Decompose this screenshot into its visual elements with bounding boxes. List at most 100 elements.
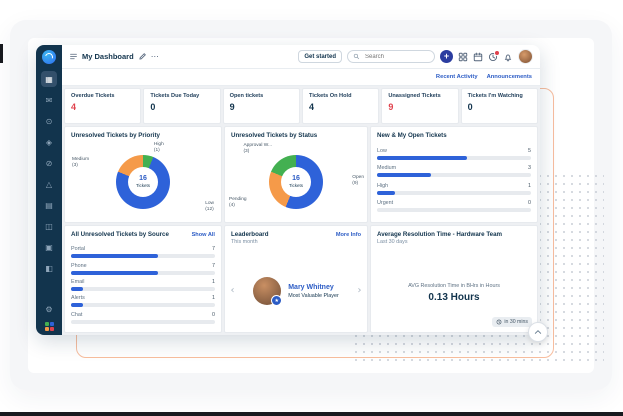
bar-row-low: Low 5: [377, 148, 531, 160]
notification-badge: [493, 49, 500, 56]
get-started-button[interactable]: Get started: [298, 50, 342, 63]
toolbar-right: Get started +: [298, 49, 533, 64]
stat-cards-row: Overdue Tickets 4 Tickets Due Today 0 Open t…: [64, 88, 538, 124]
stat-value: 4: [71, 102, 77, 112]
user-avatar[interactable]: [518, 49, 533, 64]
edit-pencil-icon[interactable]: [138, 52, 147, 61]
donut-center: 16 Tickets: [281, 166, 311, 197]
winner-title: Most Valuable Player: [288, 292, 339, 299]
source-bar-chart: Portal 7 Phone 7 Email 1 Alerts 1 Chat 0: [65, 240, 221, 332]
metric-value: 0.13 Hours: [428, 292, 480, 303]
bar-track: [377, 173, 531, 178]
bar-row-urgent: Urgent 0: [377, 200, 531, 213]
leaderboard-winner: Mary Whitney Most Valuable Player: [237, 277, 355, 306]
panel-title: All Unresolved Tickets by Source: [71, 231, 169, 238]
bar-track: [71, 286, 215, 291]
bar-track: [71, 303, 215, 308]
sidebar-item-assets-icon[interactable]: ▤: [45, 200, 53, 210]
donut-center: 16 Tickets: [128, 166, 158, 197]
add-icon[interactable]: +: [440, 50, 453, 63]
resolution-metric: AVG Resolution Time in BHrs in Hours 0.1…: [371, 254, 537, 332]
sidebar-item-solutions-icon[interactable]: ▣: [45, 242, 53, 252]
resolution-period: Last 30 days: [377, 239, 408, 245]
bar-track: [377, 190, 531, 195]
bar-category: Low: [377, 147, 387, 154]
dashboard-list-icon: [69, 52, 78, 61]
bar-value: 7: [212, 262, 215, 269]
chevron-left-icon[interactable]: ‹: [230, 285, 235, 296]
bar-value: 0: [212, 311, 215, 318]
stat-value: 0: [467, 102, 473, 112]
more-menu-icon[interactable]: ⋯: [150, 51, 159, 61]
search-input[interactable]: [363, 52, 429, 61]
stat-label: Unassigned Tickets: [388, 93, 441, 99]
panel-title: Leaderboard: [231, 231, 269, 238]
bar-track: [71, 270, 215, 275]
screen-edge-artifact: [0, 44, 3, 63]
sidebar-nav: ▦ ✉ ⊙ ◈ ⊘ △ ▤ ◫ ▣ ◧: [41, 71, 57, 301]
sidebar-item-reports-icon[interactable]: ◧: [45, 263, 53, 273]
app-switcher-icon[interactable]: [458, 52, 468, 62]
stat-value: 9: [229, 102, 235, 112]
recent-activity-icon[interactable]: [488, 49, 500, 62]
title-bar: My Dashboard ⋯ Get started +: [62, 45, 540, 69]
donut-center-label: Tickets: [135, 183, 151, 188]
stat-card-tickets-i-m-watching[interactable]: Tickets I'm Watching 0: [460, 88, 538, 124]
notifications-icon[interactable]: [503, 52, 513, 62]
search-box[interactable]: [347, 50, 435, 63]
sidebar-item-tickets-icon[interactable]: ✉: [45, 95, 53, 105]
bar-row-phone: Phone 7: [71, 263, 215, 275]
bar-category: Alerts: [71, 295, 85, 302]
chevron-right-icon[interactable]: ›: [357, 285, 362, 296]
donut-label-medium: Medium (3): [72, 157, 90, 169]
clock-icon: [496, 319, 502, 325]
recent-activity-link[interactable]: Recent Activity: [435, 74, 478, 80]
donut-label-high: High (1): [153, 142, 164, 154]
sidebar-item-onboarding-icon[interactable]: ⊙: [45, 116, 53, 126]
bar-value: 5: [528, 147, 531, 154]
donut-center-label: Tickets: [288, 183, 304, 188]
stat-card-tickets-due-today[interactable]: Tickets Due Today 0: [143, 88, 221, 124]
sidebar-item-software-icon[interactable]: ◫: [45, 221, 53, 231]
bar-category: High: [377, 182, 389, 189]
stat-value: 9: [388, 102, 394, 112]
bar-value: 3: [528, 165, 531, 172]
settings-icon[interactable]: ⚙: [45, 304, 53, 314]
metric-label: AVG Resolution Time in BHrs in Hours: [408, 283, 500, 289]
calendar-icon[interactable]: [473, 52, 483, 62]
winner-avatar: [253, 277, 283, 306]
bar-category: Portal: [71, 246, 86, 253]
panel-title: Unresolved Tickets by Status: [231, 132, 318, 139]
winner-name[interactable]: Mary Whitney: [288, 283, 334, 291]
chevron-up-icon: [534, 330, 542, 334]
bar-category: Phone: [71, 262, 87, 269]
app-grid-icon[interactable]: [44, 322, 54, 331]
bar-category: Chat: [71, 311, 83, 318]
bar-value: 7: [212, 246, 215, 253]
sidebar-item-alerts-icon[interactable]: △: [45, 179, 53, 189]
sidebar-item-dashboard-icon[interactable]: ▦: [41, 71, 57, 87]
more-info-link[interactable]: More Info: [335, 232, 361, 238]
panel-tickets-by-status: Unresolved Tickets by Status 16 Tickets Op…: [224, 126, 368, 223]
dashboard-content: Overdue Tickets 4 Tickets Due Today 0 Open t…: [62, 86, 540, 335]
bar-value: 0: [528, 200, 531, 207]
quick-links-bar: Recent Activity Announcements: [62, 69, 540, 86]
app-logo-icon[interactable]: [42, 50, 56, 64]
stat-value: 0: [150, 102, 156, 112]
scroll-to-top-button[interactable]: [528, 322, 548, 342]
stat-card-unassigned-tickets[interactable]: Unassigned Tickets 9: [381, 88, 459, 124]
stat-label: Tickets On Hold: [309, 93, 352, 99]
stat-card-open-tickets[interactable]: Open tickets 9: [222, 88, 300, 124]
stat-card-overdue-tickets[interactable]: Overdue Tickets 4: [64, 88, 142, 124]
sidebar-item-explore-icon[interactable]: ⊘: [45, 158, 53, 168]
bar-value: 1: [528, 182, 531, 189]
bar-category: Medium: [377, 165, 397, 172]
sidebar-item-security-icon[interactable]: ◈: [45, 137, 53, 147]
bar-track: [71, 319, 215, 324]
announcements-link[interactable]: Announcements: [486, 74, 532, 80]
bar-row-portal: Portal 7: [71, 246, 215, 259]
donut-label-low: Low (12): [205, 200, 214, 212]
stat-card-tickets-on-hold[interactable]: Tickets On Hold 4: [302, 88, 380, 124]
show-all-link[interactable]: Show All: [191, 232, 215, 238]
